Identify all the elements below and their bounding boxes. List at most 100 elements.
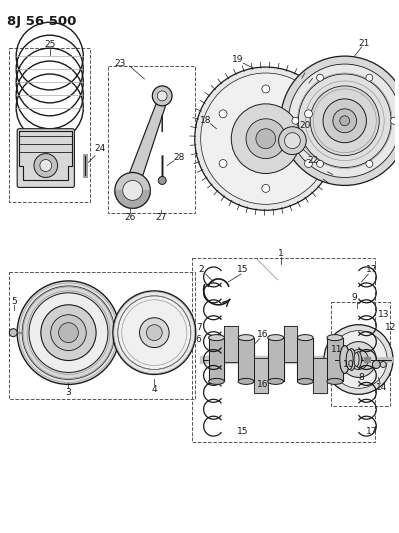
Circle shape xyxy=(316,160,324,167)
Polygon shape xyxy=(209,337,224,382)
Circle shape xyxy=(246,119,286,158)
Circle shape xyxy=(292,117,299,124)
Circle shape xyxy=(17,281,120,384)
Circle shape xyxy=(146,325,162,341)
Circle shape xyxy=(157,91,167,101)
Text: 7: 7 xyxy=(196,323,201,332)
Polygon shape xyxy=(224,326,238,361)
Text: 2: 2 xyxy=(198,265,203,274)
Text: 18: 18 xyxy=(200,116,211,125)
Text: 11: 11 xyxy=(331,345,343,354)
Text: 15: 15 xyxy=(237,426,249,435)
Circle shape xyxy=(123,181,142,200)
Polygon shape xyxy=(327,337,343,382)
Circle shape xyxy=(9,329,17,337)
Circle shape xyxy=(41,305,96,360)
Circle shape xyxy=(115,173,150,208)
Bar xyxy=(192,258,375,442)
Bar xyxy=(9,48,90,203)
Text: 28: 28 xyxy=(173,153,185,162)
Bar xyxy=(9,272,195,399)
Circle shape xyxy=(29,293,108,373)
Ellipse shape xyxy=(209,378,224,384)
Circle shape xyxy=(231,104,300,173)
Circle shape xyxy=(316,74,324,81)
Ellipse shape xyxy=(340,345,350,374)
Text: 12: 12 xyxy=(385,323,397,332)
Ellipse shape xyxy=(327,335,343,341)
Polygon shape xyxy=(125,101,167,185)
Text: 25: 25 xyxy=(44,39,55,49)
Text: 13: 13 xyxy=(378,310,390,319)
Bar xyxy=(331,302,390,406)
Circle shape xyxy=(40,159,52,172)
Ellipse shape xyxy=(356,352,361,367)
Circle shape xyxy=(310,86,379,156)
Circle shape xyxy=(284,133,300,149)
Text: 5: 5 xyxy=(11,297,17,306)
Circle shape xyxy=(340,116,350,126)
Circle shape xyxy=(323,99,366,143)
Text: 9: 9 xyxy=(352,293,358,302)
Circle shape xyxy=(219,159,227,167)
Ellipse shape xyxy=(297,335,313,341)
Text: 23: 23 xyxy=(114,59,125,68)
Circle shape xyxy=(256,129,276,149)
Circle shape xyxy=(341,342,376,377)
Ellipse shape xyxy=(238,378,254,384)
Ellipse shape xyxy=(354,352,359,367)
FancyBboxPatch shape xyxy=(17,129,74,188)
Text: 19: 19 xyxy=(232,54,244,63)
Circle shape xyxy=(288,64,399,177)
Ellipse shape xyxy=(268,378,284,384)
Circle shape xyxy=(355,356,362,364)
Circle shape xyxy=(366,160,373,167)
Text: 15: 15 xyxy=(237,265,249,274)
Text: 16: 16 xyxy=(257,380,269,389)
Polygon shape xyxy=(238,337,254,382)
Circle shape xyxy=(219,110,227,118)
Polygon shape xyxy=(19,131,73,181)
Circle shape xyxy=(366,74,373,81)
Ellipse shape xyxy=(380,361,386,367)
Circle shape xyxy=(158,176,166,184)
Circle shape xyxy=(118,296,191,369)
Text: 14: 14 xyxy=(375,383,387,392)
Circle shape xyxy=(324,325,393,394)
Ellipse shape xyxy=(372,360,380,368)
Text: 20: 20 xyxy=(300,121,311,130)
Circle shape xyxy=(34,154,57,177)
Circle shape xyxy=(262,85,270,93)
Bar xyxy=(108,66,195,213)
Circle shape xyxy=(59,322,78,343)
Circle shape xyxy=(280,56,399,185)
Polygon shape xyxy=(254,358,268,393)
Circle shape xyxy=(140,318,169,348)
Text: 24: 24 xyxy=(95,144,106,153)
Circle shape xyxy=(279,127,306,155)
Polygon shape xyxy=(364,357,370,362)
Polygon shape xyxy=(115,190,150,208)
Circle shape xyxy=(304,110,312,118)
Circle shape xyxy=(113,291,196,375)
Circle shape xyxy=(51,315,86,351)
Ellipse shape xyxy=(209,335,224,341)
Circle shape xyxy=(349,350,368,369)
Text: 17: 17 xyxy=(365,426,377,435)
Polygon shape xyxy=(284,326,297,361)
Text: 17: 17 xyxy=(365,265,377,274)
Ellipse shape xyxy=(346,350,353,369)
Ellipse shape xyxy=(297,378,313,384)
Text: 27: 27 xyxy=(156,213,167,222)
Circle shape xyxy=(330,330,387,389)
Text: 22: 22 xyxy=(308,156,319,165)
Text: 4: 4 xyxy=(152,385,157,394)
Ellipse shape xyxy=(348,349,356,370)
Polygon shape xyxy=(313,358,327,393)
Circle shape xyxy=(22,286,115,379)
Polygon shape xyxy=(297,337,313,382)
Ellipse shape xyxy=(238,335,254,341)
Ellipse shape xyxy=(327,378,343,384)
Text: 21: 21 xyxy=(359,39,370,47)
Circle shape xyxy=(195,67,337,211)
